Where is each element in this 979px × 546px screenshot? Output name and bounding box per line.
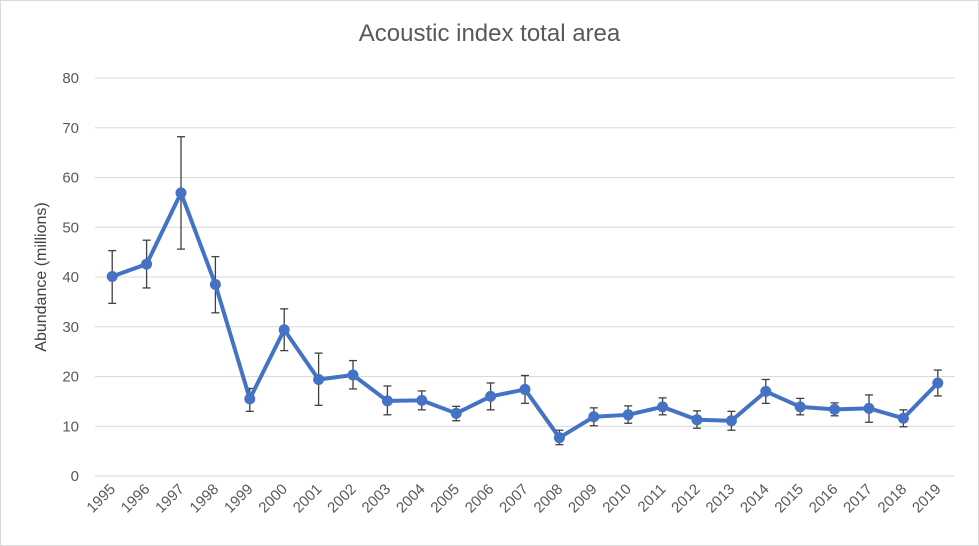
data-point — [450, 407, 462, 419]
x-tick-label: 2001 — [290, 481, 326, 517]
data-point — [863, 402, 875, 414]
x-tick-label: 2000 — [255, 481, 291, 517]
data-point — [519, 383, 531, 395]
y-tick-label: 30 — [62, 319, 79, 336]
y-tick-label: 0 — [71, 468, 79, 485]
x-tick-label: 1999 — [221, 481, 257, 517]
x-tick-label: 2003 — [359, 481, 395, 517]
data-point — [657, 401, 669, 413]
data-point — [106, 271, 118, 283]
data-point — [313, 373, 325, 385]
x-tick-label: 2016 — [806, 481, 842, 517]
data-point — [932, 377, 944, 389]
data-point — [829, 403, 841, 415]
x-tick-label: 1997 — [152, 481, 188, 517]
y-tick-label: 50 — [62, 219, 79, 236]
data-point — [141, 258, 153, 270]
y-tick-label: 60 — [62, 170, 79, 187]
x-tick-label: 2005 — [427, 481, 463, 517]
y-tick-label: 70 — [62, 120, 79, 137]
gridlines — [95, 77, 955, 477]
x-tick-label: 2004 — [393, 481, 429, 517]
x-tick-label: 2019 — [909, 481, 945, 517]
data-point — [725, 415, 737, 427]
x-tick-label: 1998 — [187, 481, 223, 517]
x-tick-label: 2018 — [875, 481, 911, 517]
y-axis-ticks: 0 10 20 30 40 50 60 70 80 — [62, 70, 79, 485]
x-tick-label: 2012 — [668, 481, 704, 517]
data-point — [416, 394, 428, 406]
data-point — [347, 369, 359, 381]
data-point — [897, 412, 909, 424]
x-axis-ticks: 1995199619971998199920002001200220032004… — [83, 481, 944, 517]
y-tick-label: 80 — [62, 70, 79, 87]
data-point — [381, 395, 393, 407]
x-tick-label: 2009 — [565, 481, 601, 517]
x-tick-label: 1996 — [118, 481, 154, 517]
data-point — [760, 385, 772, 397]
error-bars — [108, 136, 942, 446]
data-point — [691, 414, 703, 426]
x-tick-label: 2013 — [703, 481, 739, 517]
x-tick-label: 2007 — [496, 481, 532, 517]
data-point — [622, 409, 634, 421]
chart-title: Acoustic index total area — [358, 20, 621, 47]
y-tick-label: 10 — [62, 418, 79, 435]
x-tick-label: 2010 — [599, 481, 635, 517]
data-point — [794, 401, 806, 413]
data-point — [244, 393, 256, 405]
data-point — [485, 390, 497, 402]
x-tick-label: 2017 — [840, 481, 876, 517]
data-point — [209, 278, 221, 290]
x-tick-label: 2015 — [771, 481, 807, 517]
x-tick-label: 1995 — [83, 481, 119, 517]
data-point — [278, 324, 290, 336]
y-tick-label: 40 — [62, 269, 79, 286]
x-tick-label: 2002 — [324, 481, 360, 517]
data-points — [106, 187, 944, 444]
y-tick-label: 20 — [62, 369, 79, 386]
x-tick-label: 2011 — [635, 481, 670, 516]
x-tick-label: 2006 — [462, 481, 498, 517]
x-tick-label: 2008 — [531, 481, 567, 517]
x-tick-label: 2014 — [737, 481, 773, 517]
data-point — [553, 432, 565, 444]
data-point — [175, 187, 187, 199]
data-point — [588, 411, 600, 423]
